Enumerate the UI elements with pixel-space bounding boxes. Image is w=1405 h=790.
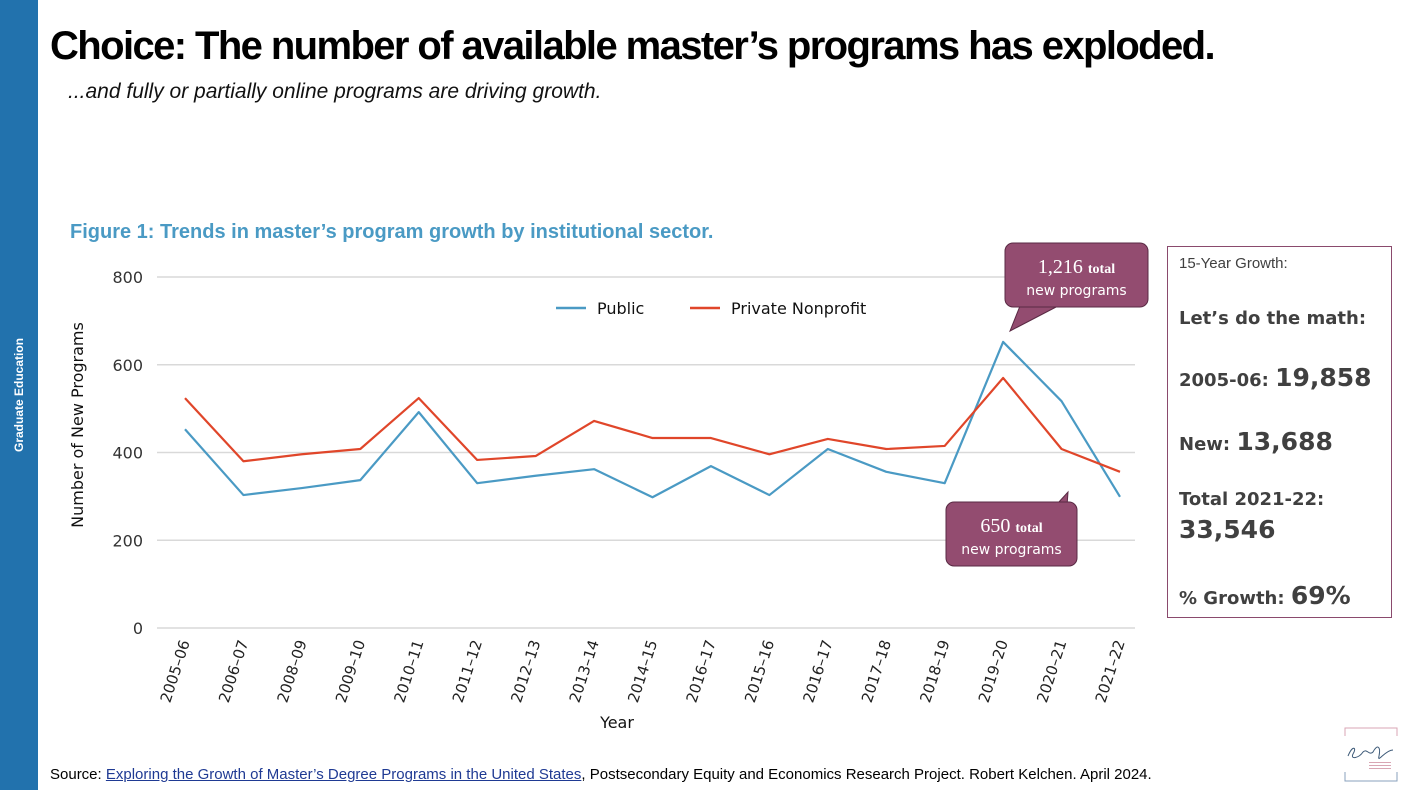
new-value: 13,688 [1236,427,1333,456]
x-tick-label: 2010–11 [390,638,427,705]
y-tick-label: 400 [112,444,143,463]
callout-value: 1,216 [1038,256,1088,278]
math-new: New: 13,688 [1179,427,1333,456]
x-tick-label: 2014–15 [624,638,661,705]
math-heading: 15-Year Growth: [1179,255,1288,272]
x-tick-label: 2012–13 [507,638,544,705]
math-intro: Let’s do the math: [1179,308,1367,329]
x-tick-label: 2006–07 [215,638,252,705]
source-prefix: Source: [50,766,106,783]
x-tick-label: 2017–18 [858,638,895,705]
x-tick-label: 2020–21 [1033,638,1070,705]
callout-unit: total [1015,521,1042,536]
y-axis-label: Number of New Programs [68,322,87,528]
math-total-label: Total 2021-22: [1179,489,1325,510]
legend-label: Public [597,299,644,318]
source-rest: , Postsecondary Equity and Economics Res… [581,766,1152,783]
page-subtitle: ...and fully or partially online program… [68,80,602,103]
series-line-private-nonprofit [184,376,1121,473]
math-growth: % Growth: 69% [1179,581,1351,610]
y-tick-label: 0 [133,619,143,638]
x-tick-label: 2016–17 [799,638,836,705]
new-label: New: [1179,434,1231,455]
source-link[interactable]: Exploring the Growth of Master’s Degree … [105,766,582,783]
sidebar: Graduate Education [0,0,38,790]
callout-pointer [1009,305,1059,333]
x-tick-label: 2011–12 [449,638,486,705]
logo [1344,727,1398,782]
x-tick-label: 2009–10 [332,638,369,705]
x-tick-label: 2019–20 [975,638,1012,705]
math-box: 15-Year Growth: Let’s do the math: 2005-… [1167,246,1392,618]
x-tick-label: 2008–09 [274,638,311,705]
math-total-value: 33,546 [1179,515,1276,544]
base-label: 2005-06: [1179,370,1269,391]
callout-unit: total [1088,262,1115,277]
page-title: Choice: The number of available master’s… [50,24,1216,68]
callout-box [1004,242,1149,308]
callout-number: 650 total [980,515,1042,537]
x-tick-label: 2013–14 [566,638,603,705]
y-tick-label: 800 [112,268,143,287]
x-tick-label: 2005–06 [157,638,194,705]
x-tick-label: 2015–16 [741,638,778,705]
y-tick-label: 200 [112,531,143,550]
callout-text: new programs [1026,283,1126,299]
x-tick-label: 2018–19 [916,638,953,705]
base-value: 19,858 [1275,363,1372,392]
growth-value: 69% [1290,581,1351,610]
callout-value: 650 [980,515,1015,537]
math-base: 2005-06: 19,858 [1179,363,1372,392]
x-axis-label: Year [599,713,634,732]
legend-label: Private Nonprofit [731,299,866,318]
figure-title: Figure 1: Trends in master’s program gro… [70,221,714,243]
callout-number: 1,216 total [1038,256,1115,278]
growth-label: % Growth: [1179,588,1285,609]
callout-box [945,501,1078,567]
y-tick-label: 600 [112,356,143,375]
source-citation: Source: Exploring the Growth of Master’s… [50,766,1152,783]
callout-text: new programs [961,542,1061,558]
x-tick-label: 2016–17 [683,638,720,705]
x-tick-label: 2021–22 [1092,638,1129,705]
